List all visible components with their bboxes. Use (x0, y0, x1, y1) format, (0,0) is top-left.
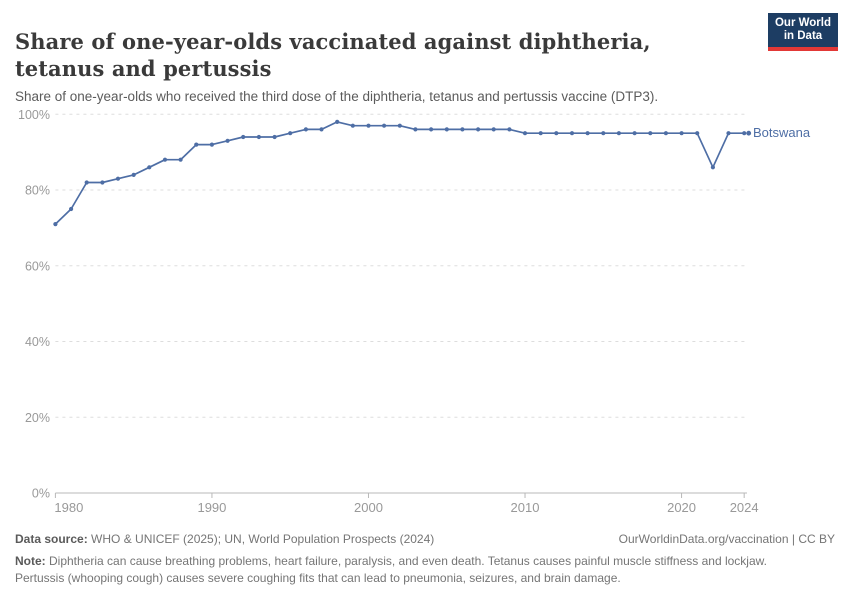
note-text: Diphtheria can cause breathing problems,… (15, 554, 767, 585)
x-tick-label: 2020 (667, 500, 696, 515)
data-point[interactable] (241, 134, 246, 140)
data-point[interactable] (272, 134, 277, 140)
line-end-marker (746, 130, 752, 136)
data-point[interactable] (601, 131, 606, 136)
data-source-text: WHO & UNICEF (2025); UN, World Populatio… (87, 532, 435, 546)
x-tick-label: 1990 (197, 500, 226, 515)
data-point[interactable] (554, 131, 559, 136)
line-chart-plot[interactable]: 0% 20% 40% 60% 80% 100% 1980 1990 2000 2010 2020 20… (0, 90, 850, 525)
data-point[interactable] (194, 142, 199, 147)
data-point[interactable] (84, 180, 89, 185)
data-point[interactable] (648, 131, 653, 136)
x-tick-label: 1980 (54, 500, 83, 515)
data-point[interactable] (366, 123, 371, 128)
data-point[interactable] (382, 123, 387, 128)
data-point[interactable] (53, 222, 58, 227)
chart-subtitle: Share of one-year-olds who received the … (15, 88, 659, 104)
data-point[interactable] (507, 127, 512, 132)
data-source-label: Data source: (15, 532, 88, 546)
data-point[interactable] (178, 157, 183, 162)
owid-logo-line2: in Data (783, 30, 823, 42)
data-points[interactable] (53, 119, 747, 227)
data-point[interactable] (256, 134, 261, 140)
y-gridlines (54, 113, 747, 498)
data-point[interactable] (585, 131, 590, 136)
data-point[interactable] (100, 180, 105, 185)
data-point[interactable] (69, 206, 74, 212)
data-point[interactable] (413, 127, 418, 132)
data-point[interactable] (162, 157, 168, 162)
data-point[interactable] (632, 131, 637, 136)
y-tick-label: 100% (18, 108, 50, 122)
data-point[interactable] (476, 127, 481, 132)
data-point[interactable] (429, 127, 434, 132)
x-tick-label: 2024 (730, 500, 759, 515)
data-point[interactable] (147, 165, 152, 170)
data-point[interactable] (288, 131, 293, 136)
data-point[interactable] (695, 131, 700, 136)
y-axis-labels: 0% 20% 40% 60% 80% 100% (18, 108, 50, 501)
x-tick-label: 2010 (511, 500, 540, 515)
chart-note: Note: Diphtheria can cause breathing pro… (15, 553, 790, 586)
data-point[interactable] (350, 123, 355, 128)
data-point[interactable] (522, 131, 528, 136)
data-point[interactable] (115, 176, 121, 181)
data-point[interactable] (397, 123, 402, 128)
data-point[interactable] (131, 172, 136, 177)
y-tick-label: 80% (25, 184, 50, 198)
x-tick-label: 2000 (354, 500, 383, 515)
y-tick-label: 20% (25, 411, 50, 425)
data-line (54, 121, 745, 225)
data-point[interactable] (319, 127, 324, 132)
y-tick-label: 0% (32, 487, 50, 501)
data-point[interactable] (569, 131, 575, 136)
data-source-line: Data source: WHO & UNICEF (2025); UN, Wo… (15, 531, 434, 547)
data-point[interactable] (679, 131, 684, 136)
data-point[interactable] (663, 131, 669, 136)
data-point[interactable] (225, 138, 230, 143)
data-point[interactable] (303, 127, 308, 132)
owid-logo-line1: Our World (774, 17, 831, 29)
chart-footer: Data source: WHO & UNICEF (2025); UN, Wo… (15, 531, 835, 586)
data-point[interactable] (460, 127, 465, 132)
data-point[interactable] (538, 131, 543, 136)
y-tick-label: 40% (25, 335, 50, 349)
data-point[interactable] (444, 127, 449, 132)
y-tick-label: 60% (25, 259, 50, 273)
data-point[interactable] (209, 142, 214, 147)
data-point[interactable] (491, 127, 496, 132)
x-axis-labels: 1980 1990 2000 2010 2020 2024 (54, 500, 758, 515)
data-point[interactable] (710, 165, 716, 170)
data-point[interactable] (616, 131, 622, 136)
data-point[interactable] (726, 131, 731, 136)
license-link[interactable]: OurWorldinData.org/vaccination | CC BY (618, 532, 835, 546)
owid-logo[interactable]: Our World in Data (768, 13, 838, 51)
data-point[interactable] (742, 131, 747, 136)
chart-title: Share of one-year-olds vaccinated agains… (15, 29, 651, 82)
note-label: Note: (15, 554, 46, 568)
data-point[interactable] (335, 119, 340, 124)
series-label-botswana[interactable]: Botswana (753, 125, 811, 140)
